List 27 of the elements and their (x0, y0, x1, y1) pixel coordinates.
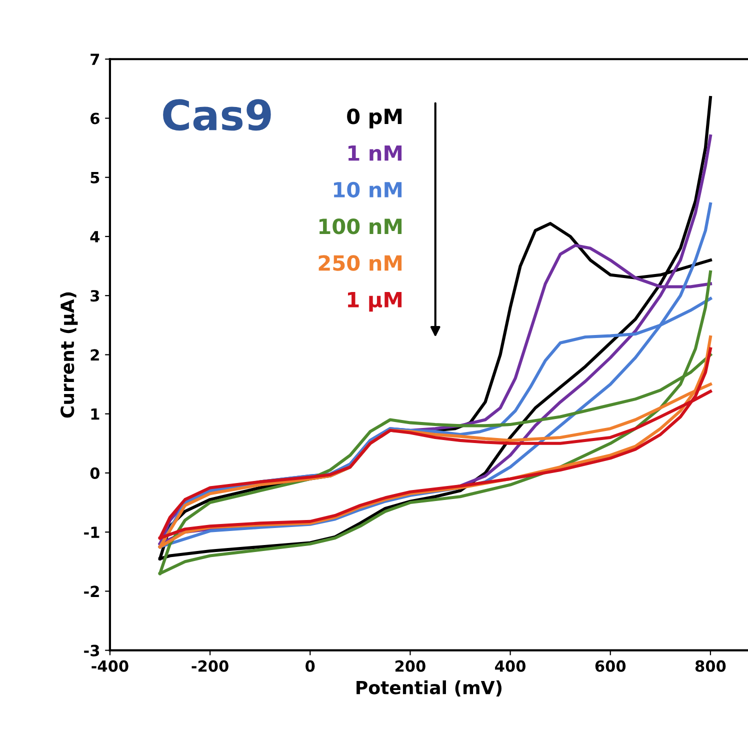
y-tick-label: 3 (90, 290, 100, 302)
y-tick-label: 2 (90, 349, 99, 361)
x-tick-label: 0 (306, 660, 315, 672)
y-tick-label: 7 (90, 54, 100, 65)
y-tick-label: -3 (84, 644, 100, 656)
annotation: Cas9 (163, 99, 271, 131)
x-axis-title: Potential (mV) (356, 680, 502, 696)
y-tick-label: -1 (84, 526, 100, 538)
x-tick-label: 600 (595, 660, 626, 672)
text: 1 µM (348, 292, 402, 312)
x-tick-label: -200 (192, 660, 228, 672)
y-tick-label: 4 (90, 231, 100, 242)
text: 250 nM (318, 255, 402, 271)
text: 10 nM (334, 182, 402, 198)
y-tick-label: 6 (90, 112, 100, 124)
y-tick-label: 1 (91, 408, 100, 420)
x-tick-label: 200 (395, 660, 426, 672)
text: 0 pM (347, 108, 402, 128)
y-tick-label: 5 (90, 172, 100, 184)
x-tick-label: -400 (92, 660, 128, 672)
text: 1 nM (348, 145, 402, 161)
y-tick-label: -2 (84, 586, 99, 598)
x-tick-label: 400 (495, 660, 526, 672)
x-tick-label: 800 (695, 660, 726, 672)
y-axis-title: Current (µA) (60, 292, 78, 418)
text: 100 nM (320, 218, 402, 234)
y-tick-label: 0 (90, 467, 100, 479)
